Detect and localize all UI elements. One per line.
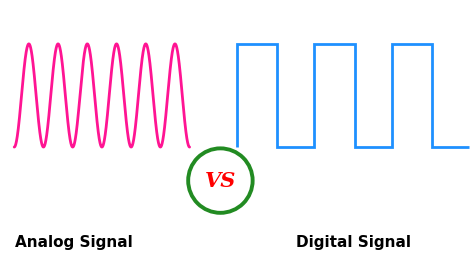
Text: VS: VS	[205, 171, 236, 191]
Text: Digital Signal: Digital Signal	[296, 235, 410, 250]
Text: Analog Signal: Analog Signal	[15, 235, 132, 250]
